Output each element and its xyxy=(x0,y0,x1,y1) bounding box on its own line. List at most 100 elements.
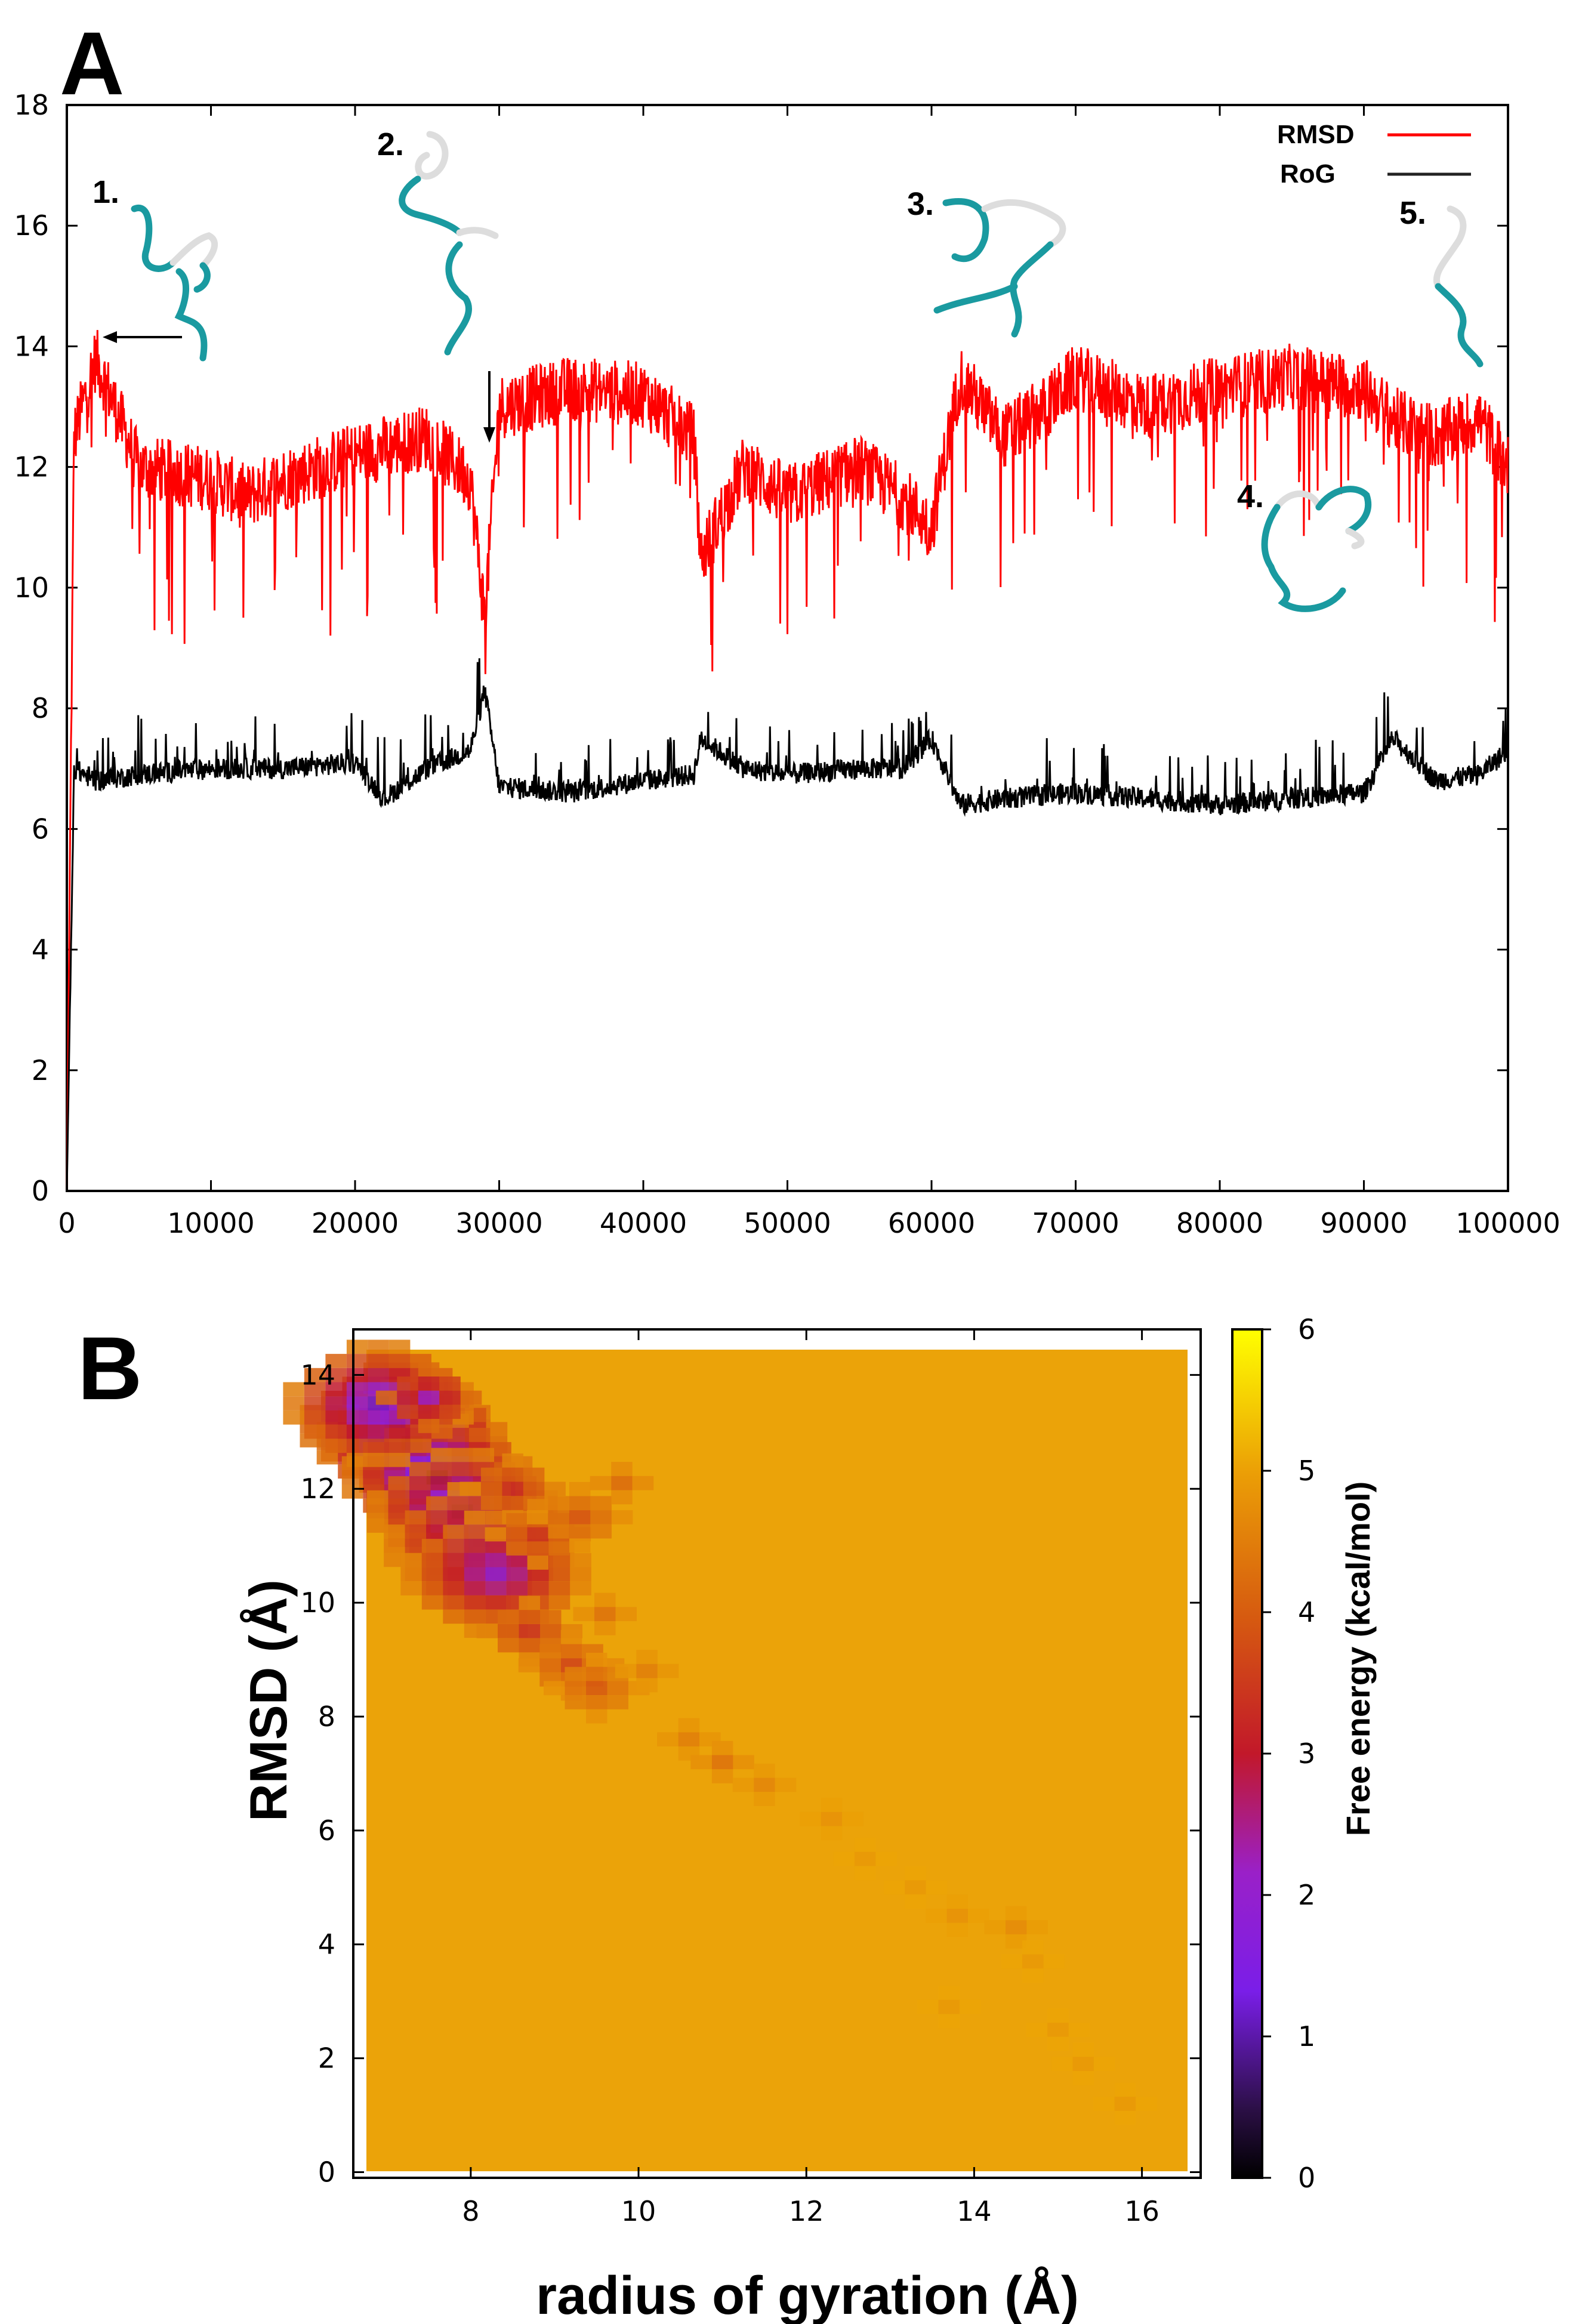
heatmap-cell xyxy=(615,1607,637,1621)
heatmap-cell xyxy=(548,1541,570,1556)
b-y-tick-label: 10 xyxy=(300,1587,335,1619)
heatmap-cell xyxy=(527,1541,549,1556)
a-x-tick-label: 70000 xyxy=(1032,1207,1119,1239)
heatmap-cell xyxy=(368,1368,389,1382)
heatmap-cell xyxy=(397,1377,418,1391)
a-y-tick-label: 18 xyxy=(14,89,49,121)
heatmap-cell xyxy=(388,1476,409,1490)
heatmap-cell xyxy=(418,1405,440,1419)
heatmap-cell xyxy=(905,1894,926,1909)
heatmap-cell xyxy=(607,1695,628,1709)
heatmap-cell xyxy=(400,1581,422,1595)
heatmap-cell xyxy=(611,1462,633,1476)
heatmap-cell xyxy=(611,1490,633,1505)
b-x-tick-label: 10 xyxy=(621,2195,656,2227)
a-y-tick-label: 16 xyxy=(14,209,49,242)
a-x-tick-label: 100000 xyxy=(1455,1207,1561,1239)
heatmap-cell xyxy=(464,1581,486,1595)
heatmap-cell xyxy=(544,1681,565,1696)
structure-1-image xyxy=(131,205,218,362)
heatmap-cell xyxy=(384,1538,405,1553)
b-y-tick-label: 6 xyxy=(318,1814,335,1847)
structure-4-image xyxy=(1261,486,1372,612)
heatmap-cell xyxy=(498,1638,519,1653)
heatmap-cell xyxy=(960,1999,981,2014)
heatmap-cell xyxy=(548,1510,569,1524)
heatmap-cell xyxy=(418,1362,440,1377)
series-rog-line xyxy=(66,658,1509,1192)
heatmap-cell xyxy=(443,1524,464,1539)
heatmap-cell xyxy=(367,1519,388,1533)
heatmap-cell xyxy=(519,1595,540,1610)
heatmap-cells xyxy=(283,1340,1157,2125)
heatmap-cell xyxy=(548,1553,570,1567)
a-x-tick-label: 40000 xyxy=(600,1207,687,1239)
annotation-4: 4. xyxy=(1237,479,1264,514)
a-x-ticks: 0 10000 20000 30000 40000 50000 60000 70000 8000… xyxy=(58,105,1561,1239)
annotation-arrow-2 xyxy=(483,371,495,443)
heatmap-cell xyxy=(421,1553,443,1567)
heatmap-cell xyxy=(938,2014,960,2029)
heatmap-cell xyxy=(418,1377,440,1391)
heatmap-cell xyxy=(657,1663,679,1678)
heatmap-cell xyxy=(800,1811,821,1826)
heatmap-cell xyxy=(528,1567,549,1582)
heatmap-cell xyxy=(368,1453,389,1467)
heatmap-cell xyxy=(570,1553,591,1567)
heatmap-cell xyxy=(485,1595,507,1610)
heatmap-cell xyxy=(569,1538,591,1553)
heatmap-cell xyxy=(443,1581,464,1595)
heatmap-cell xyxy=(711,1769,733,1783)
heatmap-cell xyxy=(447,1496,469,1511)
structure-2-image xyxy=(399,131,499,356)
b-y-tick-label: 12 xyxy=(300,1473,335,1505)
heatmap-cell xyxy=(502,1467,523,1482)
heatmap-cell xyxy=(430,1462,452,1477)
heatmap-cell xyxy=(464,1539,486,1553)
heatmap-cell xyxy=(1068,2023,1090,2037)
heatmap-cell xyxy=(439,1377,461,1391)
heatmap-cell xyxy=(384,1553,405,1567)
heatmap-cell xyxy=(1072,2071,1094,2085)
b-x-tick-label: 12 xyxy=(789,2195,824,2227)
heatmap-cell xyxy=(464,1609,486,1624)
structure-5-image xyxy=(1433,205,1484,368)
heatmap-cell xyxy=(1005,1934,1027,1949)
colorbar-label: Free energy (kcal/mol) xyxy=(1339,1482,1377,1836)
heatmap-cell xyxy=(480,1496,502,1510)
heatmap-cell xyxy=(346,1424,368,1439)
heatmap-cell xyxy=(304,1382,326,1397)
heatmap-cell xyxy=(607,1681,628,1696)
heatmap-cell xyxy=(926,1880,948,1895)
heatmap-cell xyxy=(388,1424,411,1439)
heatmap-cell xyxy=(368,1354,389,1368)
heatmap-cell xyxy=(540,1624,562,1638)
heatmap-cell xyxy=(590,1524,612,1539)
b-y-tick-label: 2 xyxy=(318,2042,335,2075)
heatmap-cell xyxy=(905,1866,926,1881)
heatmap-cell xyxy=(1026,1920,1048,1934)
heatmap-cell xyxy=(594,1607,616,1621)
heatmap-cell xyxy=(443,1595,464,1610)
heatmap-cell xyxy=(506,1527,528,1542)
heatmap-cell xyxy=(388,1340,411,1354)
heatmap-cell xyxy=(821,1798,843,1812)
heatmap-cell xyxy=(569,1482,591,1496)
heatmap-cell xyxy=(498,1610,519,1624)
heatmap-cell xyxy=(594,1621,616,1635)
heatmap-cell xyxy=(506,1567,528,1582)
heatmap-cell xyxy=(368,1340,389,1354)
heatmap-cell xyxy=(1072,2057,1094,2071)
heatmap-cell xyxy=(1051,2057,1073,2071)
heatmap-cell xyxy=(1072,2042,1094,2057)
structure-3-image xyxy=(933,198,1066,338)
heatmap-cell xyxy=(544,1482,566,1496)
heatmap-cell xyxy=(388,1453,411,1467)
heatmap-cell xyxy=(506,1553,528,1567)
heatmap-cell xyxy=(426,1524,448,1539)
heatmap-cell xyxy=(1136,2097,1157,2111)
heatmap-cell xyxy=(473,1448,494,1462)
heatmap-cell xyxy=(1022,1940,1044,1955)
heatmap-cell xyxy=(586,1666,607,1681)
heatmap-cell xyxy=(946,1922,968,1937)
